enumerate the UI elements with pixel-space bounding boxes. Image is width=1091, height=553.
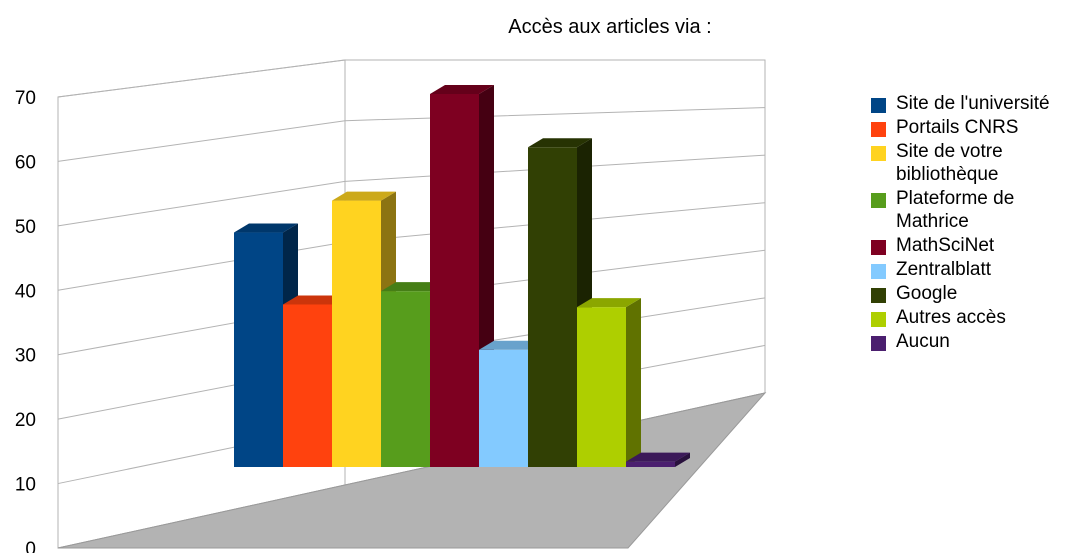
legend-label: Site de l'université [896, 93, 1050, 114]
bar [577, 298, 641, 467]
bar-front [234, 232, 283, 467]
legend-item: Google [868, 282, 1091, 305]
legend-swatch [871, 193, 886, 208]
legend-label: bibliothèque [896, 164, 999, 185]
legend-label: Site de votre [896, 141, 1003, 162]
legend-item: Site de votre bibliothèque [868, 140, 1091, 186]
bar-top [283, 295, 347, 305]
bar-front [577, 307, 626, 467]
chart-title: Accès aux articles via : [508, 16, 712, 38]
legend-swatch [871, 264, 886, 279]
bar-top [479, 340, 543, 350]
y-tick-label: 0 [25, 539, 36, 553]
legend-label: Mathrice [896, 211, 969, 232]
bar-top [381, 282, 445, 292]
bar [626, 452, 690, 467]
bar-top [626, 452, 690, 462]
y-tick-label: 10 [15, 475, 36, 496]
bar-front [528, 147, 577, 468]
bar-top [577, 298, 641, 308]
bar-top [528, 138, 592, 148]
bar-front [283, 304, 332, 467]
chart-bars [234, 85, 690, 468]
bar-side [675, 452, 690, 467]
bar-top [234, 223, 298, 233]
bar-top [430, 85, 494, 94]
legend-label: Plateforme de [896, 188, 1015, 209]
bar-front [626, 461, 675, 467]
legend-swatch [871, 312, 886, 327]
legend-swatch [871, 146, 886, 161]
legend-item: Site de l'université [868, 92, 1091, 115]
legend-swatch [871, 240, 886, 255]
y-tick-label: 70 [15, 88, 36, 109]
bar-side [626, 298, 641, 467]
gridline [57, 107, 766, 162]
legend-label: Google [896, 283, 958, 304]
legend-item: Portails CNRS [868, 116, 1091, 139]
legend-item: MathSciNet [868, 234, 1091, 257]
y-tick-label: 30 [15, 346, 36, 367]
bar-front [332, 200, 381, 468]
bar-front [479, 349, 528, 467]
bar [234, 223, 298, 467]
legend-item: Plateforme de Mathrice [868, 187, 1091, 233]
legend-item: Aucun [868, 330, 1091, 353]
legend-swatch [871, 122, 886, 137]
y-tick-label: 60 [15, 152, 36, 173]
bar-front [381, 291, 430, 467]
legend-label: Zentralblatt [896, 259, 992, 280]
legend-swatch [871, 98, 886, 113]
legend-label: Aucun [896, 331, 950, 352]
y-axis-ticks: 0 10 20 30 40 50 60 70 [15, 88, 36, 553]
legend-label: Autres accès [896, 307, 1006, 328]
y-tick-label: 20 [15, 410, 36, 431]
chart-legend: Site de l'université Portails CNRS Site de… [868, 92, 1091, 354]
y-tick-label: 50 [15, 217, 36, 238]
legend-label: Portails CNRS [896, 117, 1019, 138]
gridline [57, 59, 765, 98]
bar-top [332, 191, 396, 201]
gridline [57, 154, 766, 227]
legend-swatch [871, 336, 886, 351]
legend-swatch [871, 288, 886, 303]
legend-label: MathSciNet [896, 235, 995, 256]
bar-front [430, 94, 479, 467]
y-tick-label: 40 [15, 281, 36, 302]
legend-item: Autres accès [868, 306, 1091, 329]
legend-item: Zentralblatt [868, 258, 1091, 281]
bar [430, 85, 494, 467]
